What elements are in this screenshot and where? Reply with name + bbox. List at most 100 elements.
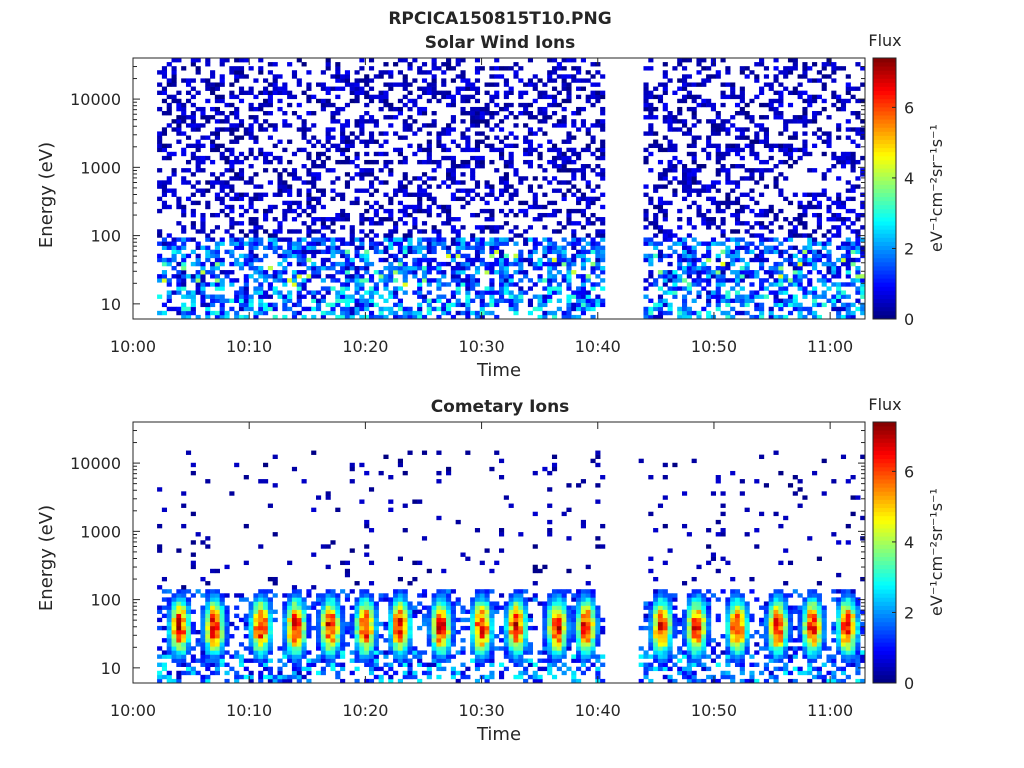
heatmap-cell [263, 621, 269, 627]
heatmap-cell [450, 176, 456, 181]
heatmap-cell [224, 613, 230, 619]
heatmap-cell [821, 278, 827, 283]
heatmap-cell [320, 634, 326, 639]
heatmap-cell [826, 131, 832, 136]
heatmap-cell [576, 221, 582, 226]
heatmap-cell [518, 66, 524, 71]
heatmap-cell [845, 294, 851, 299]
heatmap-cell [238, 658, 245, 663]
heatmap-cell [166, 176, 172, 181]
heatmap-cell [171, 609, 177, 614]
heatmap-cell [349, 548, 355, 553]
heatmap-cell [566, 155, 572, 161]
heatmap-cell [417, 192, 423, 197]
heatmap-cell [484, 286, 490, 291]
heatmap-cell [263, 159, 269, 165]
heatmap-cell [489, 217, 495, 222]
heatmap-cell [335, 249, 341, 255]
heatmap-cell [455, 86, 461, 91]
heatmap-cell [181, 642, 187, 647]
heatmap-cell [412, 58, 418, 63]
heatmap-cell [272, 217, 278, 222]
heatmap-cell [754, 290, 760, 295]
heatmap-cell [479, 249, 485, 255]
heatmap-cell [845, 265, 851, 271]
heatmap-cell [368, 241, 375, 246]
heatmap-cell [190, 102, 196, 108]
heatmap-cell [277, 670, 283, 676]
heatmap-cell [388, 233, 394, 238]
heatmap-cell [397, 270, 403, 275]
heatmap-cell [238, 617, 245, 623]
heatmap-cell [229, 164, 235, 169]
heatmap-cell [234, 123, 240, 128]
heatmap-cell [436, 98, 442, 104]
heatmap-cell [364, 265, 370, 271]
heatmap-cell [677, 106, 683, 112]
heatmap-cell [508, 151, 514, 157]
heatmap-cell [426, 98, 432, 104]
heatmap-cell [470, 212, 476, 218]
heatmap-cell [417, 310, 423, 316]
heatmap-cell [349, 176, 355, 181]
heatmap-cell [359, 58, 365, 63]
heatmap-cell [686, 176, 692, 181]
heatmap-cell [826, 229, 832, 234]
heatmap-cell [335, 66, 341, 71]
heatmap-cell [845, 274, 851, 279]
heatmap-cell [219, 261, 225, 267]
heatmap-cell [749, 233, 755, 238]
heatmap-cell [816, 78, 822, 83]
heatmap-cell [291, 282, 298, 287]
heatmap-cell [383, 638, 389, 643]
heatmap-cell [706, 249, 712, 255]
heatmap-cell [821, 192, 827, 197]
heatmap-cell [214, 241, 220, 246]
heatmap-cell [446, 204, 452, 210]
heatmap-cell [219, 629, 225, 635]
heatmap-cell [826, 298, 832, 303]
heatmap-cell [219, 278, 225, 283]
heatmap-cell [821, 274, 827, 279]
heatmap-cell [662, 310, 668, 316]
heatmap-cell [238, 119, 245, 124]
heatmap-cell [224, 593, 230, 598]
heatmap-cell [561, 237, 567, 242]
heatmap-cell [210, 115, 216, 120]
heatmap-cell [561, 74, 567, 79]
heatmap-cell [812, 310, 818, 316]
heatmap-cell [686, 306, 692, 312]
heatmap-cell [219, 306, 225, 312]
heatmap-cell [258, 106, 264, 112]
heatmap-cell [465, 274, 471, 279]
heatmap-cell [455, 143, 461, 149]
heatmap-cell [282, 278, 288, 283]
heatmap-cell [306, 225, 312, 230]
heatmap-cell [301, 221, 307, 226]
heatmap-cell [508, 290, 514, 295]
heatmap-cell [812, 241, 818, 246]
heatmap-cell [730, 82, 736, 87]
heatmap-cell [219, 625, 225, 631]
heatmap-cell [402, 204, 408, 210]
heatmap-cell [840, 294, 847, 299]
heatmap-cell [296, 638, 302, 643]
heatmap-cell [566, 86, 572, 91]
heatmap-cell [590, 82, 596, 87]
heatmap-cell [325, 662, 331, 667]
heatmap-cell [373, 188, 379, 193]
heatmap-cell [291, 605, 298, 610]
heatmap-cell [234, 237, 240, 242]
heatmap-cell [523, 90, 529, 96]
heatmap-cell [571, 74, 577, 79]
heatmap-cell [287, 90, 293, 96]
heatmap-cell [195, 188, 201, 193]
heatmap-cell [701, 212, 707, 218]
heatmap-cell [388, 475, 394, 480]
heatmap-cell [330, 188, 336, 193]
heatmap-cell [465, 147, 471, 153]
heatmap-cell [836, 106, 842, 112]
heatmap-cell [802, 274, 808, 279]
heatmap-cell [537, 298, 543, 303]
heatmap-cell [181, 212, 187, 218]
